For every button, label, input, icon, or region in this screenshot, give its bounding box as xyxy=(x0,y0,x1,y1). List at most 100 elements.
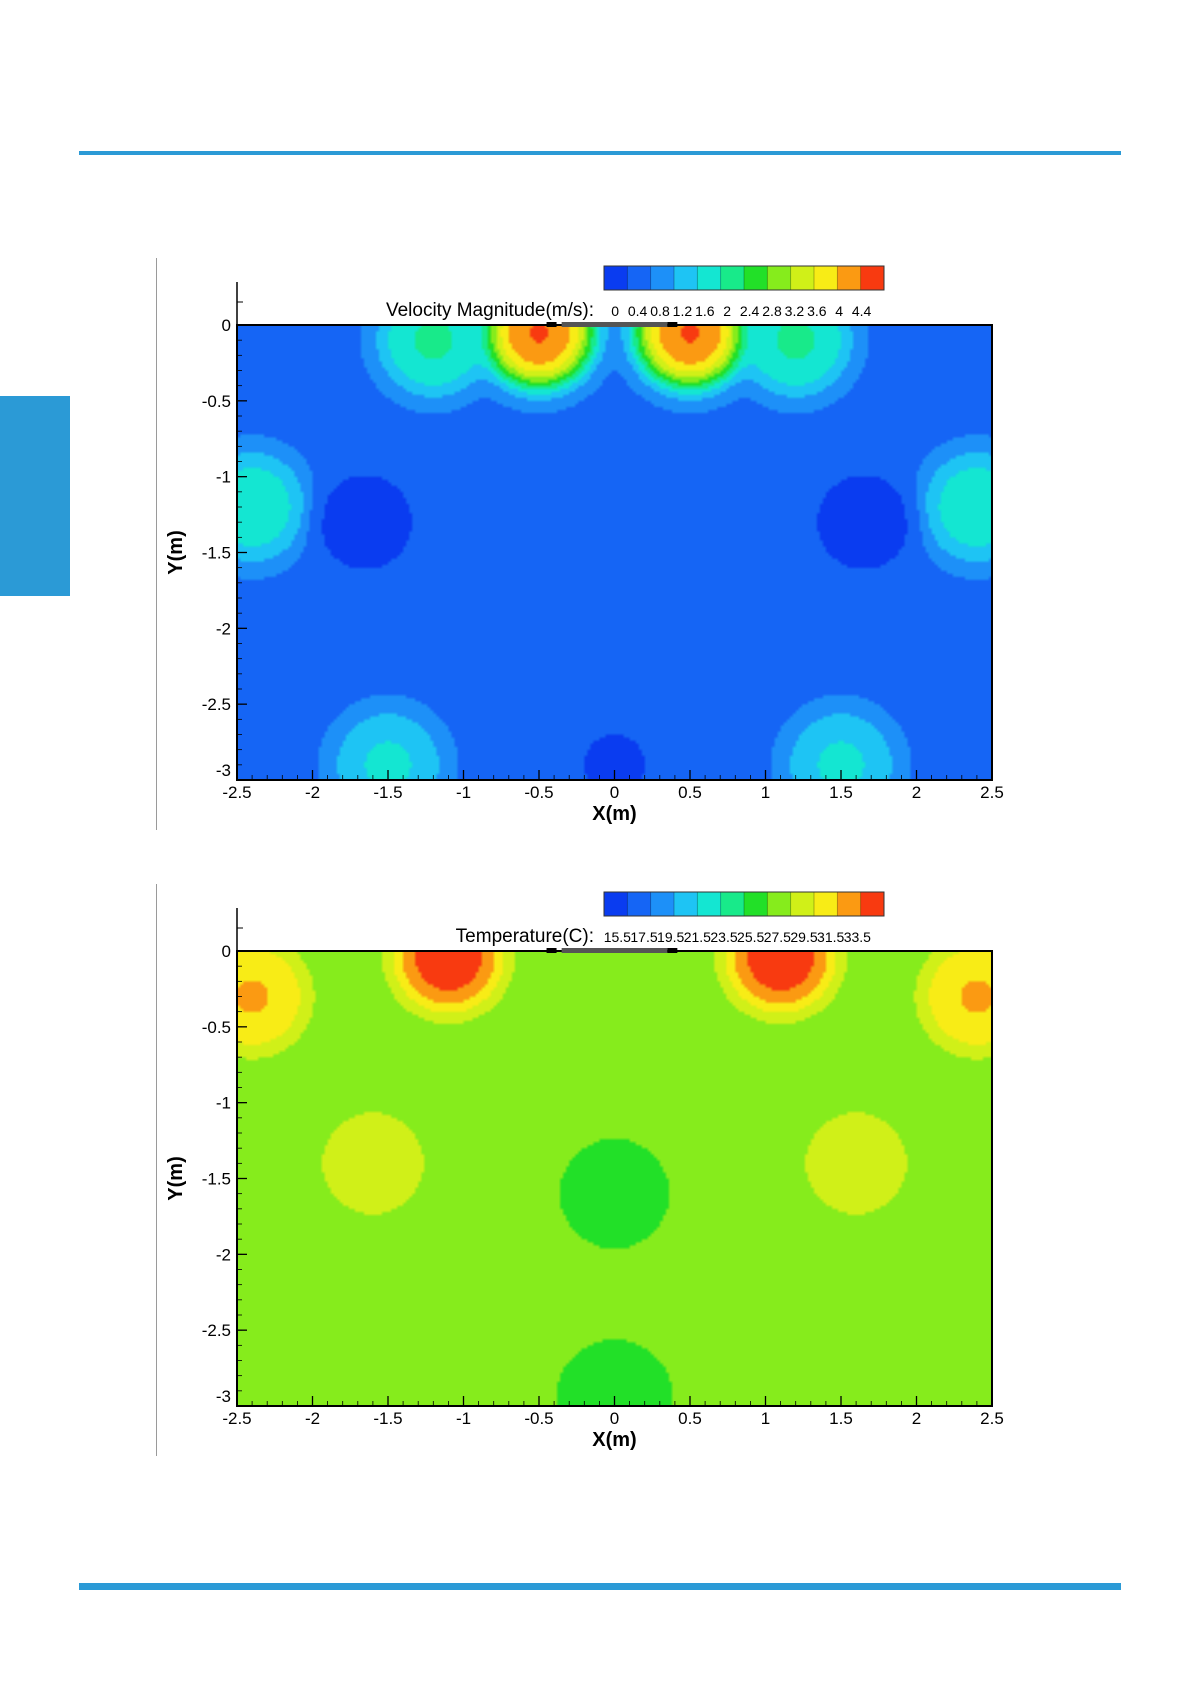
colorbar-tick-label: 2.8 xyxy=(762,303,782,319)
temperature-plot-svg: -2.5 -2 -1.5 -1 -0.5 0 0.5 1 1.5 2 2.5 0 -0.5 -1 -1.5 -… xyxy=(165,891,1004,1451)
y-tick-label: -2 xyxy=(216,1245,231,1264)
x-tick-label: -1.5 xyxy=(373,783,402,802)
x-tick-label: -2.5 xyxy=(222,1409,251,1428)
side-tab xyxy=(0,396,70,596)
diffuser-slot-left xyxy=(546,322,557,327)
colorbar-frame xyxy=(603,265,885,291)
x-tick-label: -1.5 xyxy=(373,1409,402,1428)
x-tick-label: 2 xyxy=(912,1409,921,1428)
y-tick-label: -1 xyxy=(216,1094,231,1113)
colorbar-tick-label: 0.4 xyxy=(628,303,648,319)
x-axis-label: X(m) xyxy=(592,803,636,825)
x-tick-label: -1 xyxy=(456,783,471,802)
y-tick-label: -3 xyxy=(216,761,231,780)
colorbar-swatch xyxy=(697,266,722,290)
colorbar-swatch xyxy=(650,892,675,916)
y-tick-label: -3 xyxy=(216,1387,231,1406)
x-tick-label: -0.5 xyxy=(524,1409,553,1428)
x-tick-label: 2.5 xyxy=(980,783,1004,802)
bottom-rule xyxy=(79,1583,1121,1590)
y-tick-label: -1.5 xyxy=(202,1170,231,1189)
x-tick-label: 2 xyxy=(912,783,921,802)
colorbar-swatch xyxy=(604,266,628,290)
diffuser-slot-right xyxy=(667,322,678,327)
colorbar-tick-label: 31.5 xyxy=(817,929,844,945)
colorbar-tick-label: 3.2 xyxy=(785,303,805,319)
x-tick-label: 2.5 xyxy=(980,1409,1004,1428)
velocity-plot: -2.5 -2 -1.5 -1 -0.5 0 0.5 1 1.5 2 2.5 0 -0.5 -1 -1.5 -… xyxy=(160,258,1030,838)
x-tick-label: 1.5 xyxy=(829,1409,853,1428)
colorbar-tick-label: 2.4 xyxy=(740,303,760,319)
y-tick-label: 0 xyxy=(222,316,231,335)
y-axis-label: Y(m) xyxy=(165,530,187,574)
colorbar-swatch xyxy=(790,892,815,916)
colorbar-frame xyxy=(603,891,885,917)
y-axis-label: Y(m) xyxy=(165,1156,187,1200)
colorbar-swatch xyxy=(720,266,745,290)
x-tick-label: 0.5 xyxy=(678,783,702,802)
y-tick-label: -0.5 xyxy=(202,1018,231,1037)
x-tick-label: -0.5 xyxy=(524,783,553,802)
colorbar-tick-label: 0.8 xyxy=(650,303,670,319)
y-tick-label: -1 xyxy=(216,468,231,487)
colorbar-swatch xyxy=(744,266,768,290)
colorbar-swatch xyxy=(604,892,628,916)
colorbar-tick-label: 29.5 xyxy=(790,929,817,945)
temperature-plot: -2.5 -2 -1.5 -1 -0.5 0 0.5 1 1.5 2 2.5 0 -0.5 -1 -1.5 -… xyxy=(160,884,1030,1464)
y-tick-label: 0 xyxy=(222,942,231,961)
margin-line xyxy=(156,884,157,1456)
contour-field xyxy=(237,951,992,1406)
top-rule xyxy=(79,151,1121,155)
colorbar-swatch xyxy=(860,266,885,290)
x-tick-label: 1.5 xyxy=(829,783,853,802)
x-tick-label: -2 xyxy=(305,1409,320,1428)
x-tick-label: 1 xyxy=(761,783,770,802)
colorbar-tick-label: 33.5 xyxy=(844,929,871,945)
colorbar-tick-label: 17.5 xyxy=(630,929,657,945)
x-axis-label: X(m) xyxy=(592,1429,636,1451)
colorbar-tick-label: 15.5 xyxy=(604,929,631,945)
diffuser-slot-right xyxy=(667,948,678,953)
margin-line xyxy=(156,258,157,830)
x-tick-label: 0 xyxy=(610,783,619,802)
colorbar-swatch xyxy=(767,892,792,916)
colorbar-swatch xyxy=(837,892,862,916)
velocity-plot-svg: -2.5 -2 -1.5 -1 -0.5 0 0.5 1 1.5 2 2.5 0 -0.5 -1 -1.5 -… xyxy=(165,265,1004,825)
colorbar-tick-label: 25.5 xyxy=(737,929,764,945)
colorbar-tick-label: 27.5 xyxy=(764,929,791,945)
colorbar-tick-label: 3.6 xyxy=(807,303,827,319)
colorbar-swatch xyxy=(627,892,652,916)
colorbar-swatch xyxy=(627,266,652,290)
colorbar-tick-label: 0 xyxy=(611,303,619,319)
colorbar-tick-label: 1.6 xyxy=(695,303,715,319)
colorbar-tick-label: 4.4 xyxy=(852,303,872,319)
colorbar-label: Temperature(C): xyxy=(456,926,594,947)
colorbar-swatch xyxy=(674,892,698,916)
colorbar-swatch xyxy=(814,266,838,290)
x-tick-label: 0.5 xyxy=(678,1409,702,1428)
colorbar-tick-label: 1.2 xyxy=(673,303,693,319)
y-tick-label: -2.5 xyxy=(202,1321,231,1340)
colorbar-swatch xyxy=(697,892,722,916)
colorbar-swatch xyxy=(790,266,815,290)
colorbar-swatch xyxy=(837,266,862,290)
colorbar-swatch xyxy=(720,892,745,916)
y-tick-label: -0.5 xyxy=(202,392,231,411)
colorbar-tick-label: 21.5 xyxy=(684,929,711,945)
y-tick-label: -1.5 xyxy=(202,544,231,563)
y-tick-label: -2 xyxy=(216,619,231,638)
colorbar-swatch xyxy=(674,266,698,290)
colorbar-tick-label: 23.5 xyxy=(710,929,737,945)
colorbar-tick-label: 2 xyxy=(723,303,731,319)
x-tick-label: 0 xyxy=(610,1409,619,1428)
colorbar-swatch xyxy=(650,266,675,290)
colorbar-tick-label: 19.5 xyxy=(657,929,684,945)
colorbar-swatch xyxy=(767,266,792,290)
diffuser xyxy=(561,322,668,327)
x-tick-label: -2 xyxy=(305,783,320,802)
x-tick-label: 1 xyxy=(761,1409,770,1428)
contour-field xyxy=(237,325,992,780)
colorbar-swatch xyxy=(860,892,885,916)
x-tick-label: -2.5 xyxy=(222,783,251,802)
diffuser-slot-left xyxy=(546,948,557,953)
